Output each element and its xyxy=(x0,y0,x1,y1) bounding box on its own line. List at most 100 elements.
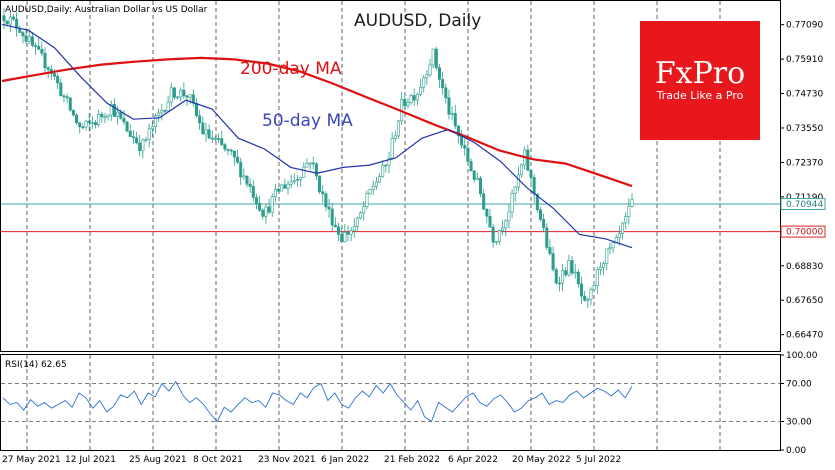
candle-body-down xyxy=(195,102,199,116)
badge-cyan-box xyxy=(780,198,826,211)
candle-body-up xyxy=(270,196,274,213)
ma200-line xyxy=(1,56,633,188)
rsi-tick-label: 100.00 xyxy=(786,351,818,361)
candle-body-down xyxy=(112,104,116,117)
candle-body-down xyxy=(277,188,281,192)
candle-body-up xyxy=(425,74,429,79)
candle-body-down xyxy=(15,18,19,29)
candle-body-down xyxy=(229,149,233,152)
candle-body-down xyxy=(87,120,91,124)
candle-body-down xyxy=(201,122,205,135)
candle-body-up xyxy=(598,266,602,270)
candle-body-down xyxy=(403,98,407,107)
candle-body-down xyxy=(529,170,533,178)
candle-body-down xyxy=(346,231,350,235)
candle-body-down xyxy=(185,95,189,98)
candle-body-up xyxy=(561,270,565,284)
candle-body-down xyxy=(71,109,75,116)
candle-body-down xyxy=(327,206,331,210)
candle-body-up xyxy=(381,164,385,177)
y-tick-label: 0.71190 xyxy=(786,193,823,203)
candle-body-up xyxy=(567,260,571,276)
candle-body-down xyxy=(217,138,221,140)
candle-body-down xyxy=(267,206,271,213)
candle-body-up xyxy=(305,163,309,168)
candle-body-up xyxy=(592,285,596,290)
candle-body-up xyxy=(428,64,432,76)
candle-body-up xyxy=(349,230,353,235)
candle-body-down xyxy=(52,73,56,77)
logo-background xyxy=(640,21,760,140)
candle-body-down xyxy=(254,197,258,204)
candle-body-up xyxy=(627,205,631,217)
candle-body-down xyxy=(11,16,15,20)
candle-body-down xyxy=(258,203,262,211)
candle-body-up xyxy=(295,179,299,181)
candle-body-down xyxy=(551,253,555,270)
candle-body-up xyxy=(393,135,397,139)
candle-body-up xyxy=(141,139,145,152)
candle-body-up xyxy=(621,222,625,234)
candle-body-up xyxy=(106,114,110,118)
rsi-label: RSI(14) 62.65 xyxy=(5,360,67,370)
candle-body-down xyxy=(207,129,211,139)
candle-body-down xyxy=(437,67,441,80)
candle-body-up xyxy=(97,113,101,125)
candle-body-up xyxy=(630,199,634,207)
candle-body-down xyxy=(283,184,287,189)
candle-body-down xyxy=(75,114,79,124)
candle-body-down xyxy=(163,110,167,112)
candle-body-up xyxy=(116,111,120,117)
candlestick-series xyxy=(2,8,634,308)
y-tick-label: 0.77090 xyxy=(786,21,823,31)
candle-body-down xyxy=(412,95,416,101)
candle-body-down xyxy=(456,125,460,137)
candle-body-up xyxy=(153,115,157,128)
candle-body-up xyxy=(595,269,599,287)
candle-body-up xyxy=(362,206,366,214)
candle-body-up xyxy=(365,192,369,207)
candle-body-down xyxy=(542,219,546,229)
candle-body-down xyxy=(460,135,464,146)
candle-body-up xyxy=(27,36,31,42)
candle-body-down xyxy=(447,97,451,115)
candle-body-down xyxy=(311,162,315,165)
candle-body-up xyxy=(204,129,208,135)
candle-body-up xyxy=(242,175,246,178)
candle-body-up xyxy=(292,180,296,183)
candle-body-down xyxy=(128,130,132,137)
ma200-annotation: 200-day MA xyxy=(240,59,342,79)
candle-body-down xyxy=(135,137,139,144)
badge-red-text: 0.70000 xyxy=(786,228,823,238)
candle-body-up xyxy=(371,185,375,190)
x-tick-label: 23 Nov 2021 xyxy=(258,455,316,465)
candle-body-down xyxy=(138,142,142,152)
candle-body-down xyxy=(226,149,230,151)
candle-body-down xyxy=(37,45,41,50)
y-tick-label: 0.72370 xyxy=(786,158,823,168)
rsi-level-lines xyxy=(1,383,780,422)
candle-body-up xyxy=(497,230,501,242)
candle-body-down xyxy=(172,87,176,98)
candle-body-up xyxy=(169,87,173,103)
candle-body-down xyxy=(570,260,574,274)
candle-body-up xyxy=(450,113,454,115)
candle-body-up xyxy=(415,94,419,101)
candle-body-down xyxy=(94,122,98,125)
date-axis: 27 May 2021 12 Jul 2021 25 Aug 2021 8 Oct 2… xyxy=(2,455,621,465)
fxpro-logo: FxPro Trade Like a Pro xyxy=(640,21,760,140)
candle-body-down xyxy=(538,209,542,220)
candle-body-down xyxy=(65,96,69,99)
candle-body-down xyxy=(580,283,584,297)
candle-body-down xyxy=(78,122,82,128)
candle-body-up xyxy=(368,189,372,194)
candle-body-down xyxy=(333,224,337,228)
x-tick-label: 6 Jan 2022 xyxy=(321,455,369,465)
candle-body-down xyxy=(576,271,580,285)
candle-body-down xyxy=(40,49,44,54)
candle-body-up xyxy=(147,128,151,140)
candle-body-up xyxy=(308,162,312,165)
candle-body-up xyxy=(513,186,517,194)
candle-body-down xyxy=(340,234,344,242)
candle-body-down xyxy=(232,150,236,158)
